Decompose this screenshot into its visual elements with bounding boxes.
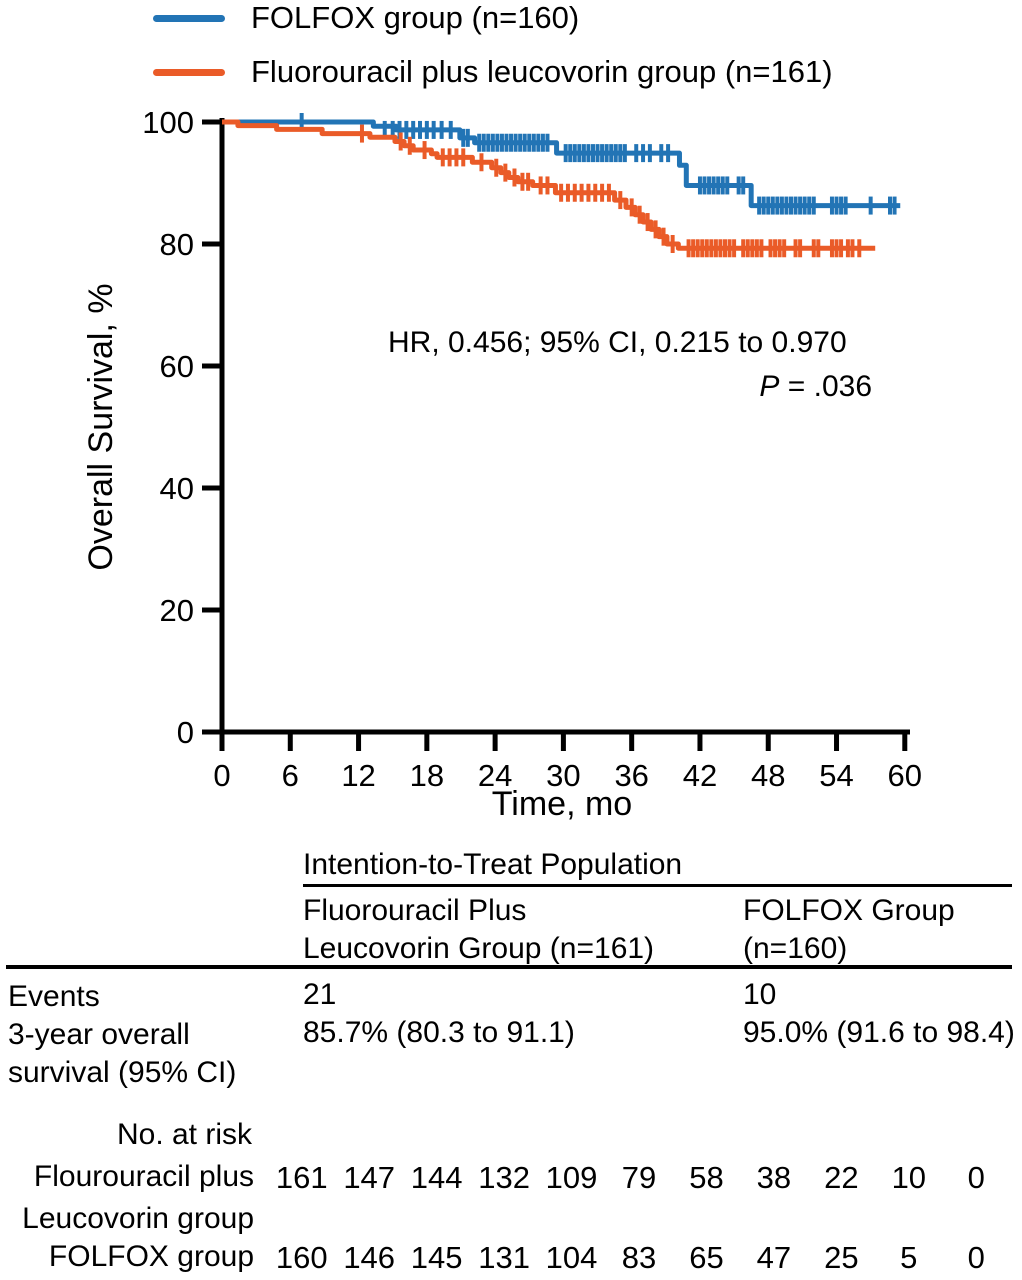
risk-count: 65 — [689, 1240, 724, 1275]
y-tick-label: 0 — [177, 715, 194, 750]
summary-col1-header: Fluorouracil Plus Leucovorin Group (n=16… — [303, 892, 654, 968]
x-tick-label: 30 — [546, 758, 580, 793]
x-tick-label: 42 — [683, 758, 717, 793]
events-value-folfox: 10 — [743, 978, 777, 1011]
risk-count: 161 — [275, 1160, 328, 1195]
legend-line-fluorouracil-icon — [153, 68, 225, 76]
survival-value-folfox: 95.0% (91.6 to 98.4) — [743, 1016, 1015, 1049]
km-chart: 0 20 40 60 80 100 0 6 12 18 24 30 36 42 48 54 60 Overall … — [82, 105, 922, 823]
x-tick-label: 0 — [213, 758, 230, 793]
risk-row1-label-line2: Leucovorin group — [22, 1202, 254, 1235]
risk-count: 79 — [621, 1160, 657, 1195]
x-tick-label: 48 — [751, 758, 785, 793]
risk-count: 109 — [545, 1160, 598, 1195]
legend-item-fluorouracil: Fluorouracil plus leucovorin group (n=16… — [153, 54, 833, 90]
y-tick-label: 80 — [160, 227, 194, 262]
risk-count: 22 — [824, 1160, 859, 1195]
risk-row1-counts: 161 147 144 132 109 79 58 38 22 10 0 — [268, 1160, 1010, 1196]
hr-annotation: HR, 0.456; 95% CI, 0.215 to 0.970 — [388, 326, 847, 359]
p-value-annotation: P = .036 — [560, 370, 872, 404]
risk-count: 0 — [967, 1160, 985, 1195]
risk-count: 47 — [756, 1240, 792, 1275]
risk-count: 131 — [478, 1240, 530, 1275]
risk-count: 0 — [967, 1240, 985, 1275]
survival-row-label-line1: 3-year overall — [8, 1018, 190, 1051]
risk-count: 38 — [756, 1160, 792, 1195]
legend-item-folfox: FOLFOX group (n=160) — [153, 0, 579, 36]
risk-count: 160 — [275, 1240, 328, 1275]
legend-label-folfox: FOLFOX group (n=160) — [251, 0, 580, 35]
legend-label-fluorouracil: Fluorouracil plus leucovorin group (n=16… — [251, 54, 833, 89]
p-value: = .036 — [779, 370, 872, 403]
x-tick-label: 54 — [819, 758, 853, 793]
summary-col2-header-line2: (n=160) — [743, 932, 848, 965]
x-tick-label: 36 — [614, 758, 648, 793]
risk-count: 83 — [621, 1240, 657, 1275]
legend-line-folfox-icon — [153, 14, 225, 22]
risk-count: 147 — [343, 1160, 396, 1195]
y-tick-label: 20 — [160, 593, 194, 628]
risk-count: 144 — [410, 1160, 463, 1195]
risk-count: 132 — [478, 1160, 530, 1195]
y-axis-title: Overall Survival, % — [82, 283, 120, 570]
events-row-label: Events — [8, 980, 100, 1013]
summary-table-title-rule — [303, 884, 1012, 887]
x-axis-title: Time, mo — [492, 785, 632, 823]
risk-count: 58 — [689, 1160, 724, 1195]
p-label: P — [759, 370, 780, 403]
survival-value-fluorouracil: 85.7% (80.3 to 91.1) — [303, 1016, 575, 1049]
risk-count: 145 — [410, 1240, 463, 1275]
risk-row1-label-line1: Flourouracil plus — [33, 1160, 254, 1193]
summary-col1-header-line1: Fluorouracil Plus — [303, 894, 527, 927]
y-tick-label: 60 — [160, 349, 194, 384]
summary-col2-header-line1: FOLFOX Group — [743, 894, 955, 927]
summary-col1-header-line2: Leucovorin Group (n=161) — [303, 932, 655, 965]
x-tick-label: 6 — [282, 758, 299, 793]
risk-count: 146 — [343, 1240, 396, 1275]
risk-row2-counts: 160 146 145 131 104 83 65 47 25 5 0 — [268, 1240, 1010, 1276]
risk-row2-label-line1: FOLFOX group — [48, 1240, 254, 1273]
risk-count: 5 — [900, 1240, 918, 1275]
risk-count: 10 — [891, 1160, 927, 1195]
risk-count: 104 — [545, 1240, 598, 1275]
risk-count: 25 — [824, 1240, 859, 1275]
y-tick-label: 40 — [160, 471, 194, 506]
summary-col2-header: FOLFOX Group (n=160) — [743, 892, 955, 968]
x-tick-label: 18 — [410, 758, 444, 793]
x-tick-label: 24 — [478, 758, 512, 793]
summary-table-header-rule — [6, 965, 1012, 969]
y-tick-label: 100 — [142, 105, 194, 140]
summary-table-title: Intention-to-Treat Population — [303, 848, 683, 881]
survival-row-label-line2: survival (95% CI) — [8, 1056, 237, 1089]
x-tick-label: 12 — [341, 758, 375, 793]
x-tick-label: 60 — [888, 758, 922, 793]
risk-table-title: No. at risk — [116, 1118, 252, 1151]
events-value-fluorouracil: 21 — [303, 978, 337, 1011]
survival-row-label: 3-year overall survival (95% CI) — [8, 1016, 236, 1092]
